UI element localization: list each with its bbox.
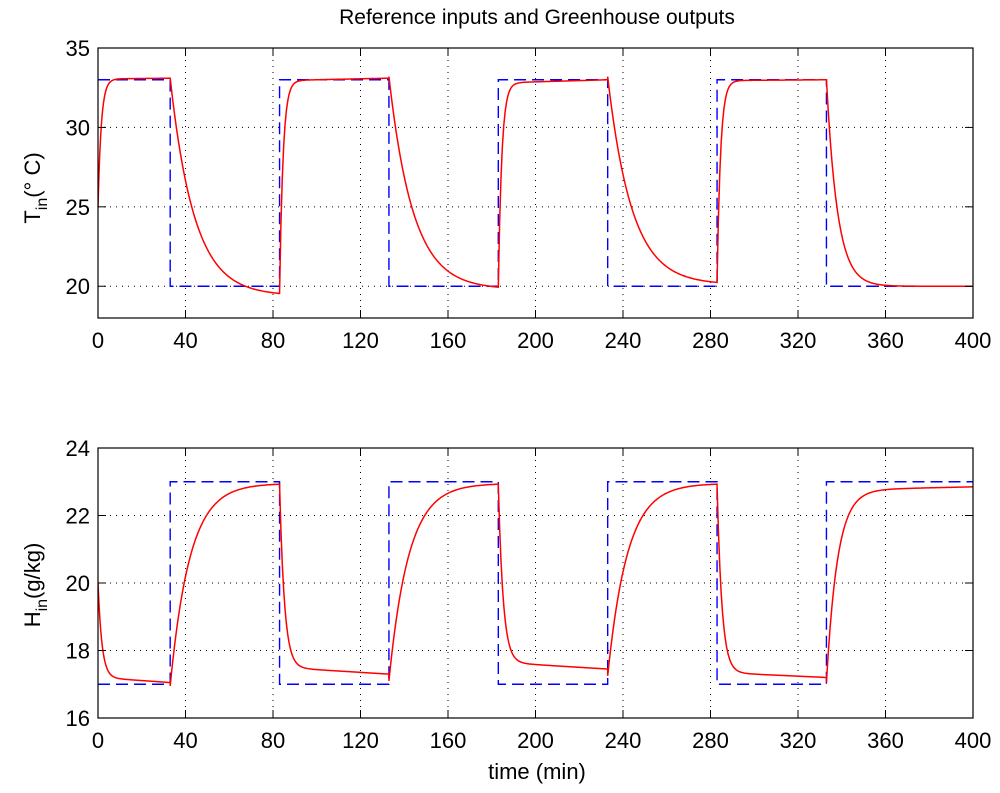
svg-text:Hin(g/kg): Hin(g/kg) <box>20 543 51 628</box>
y-tick-label: 16 <box>66 706 90 731</box>
x-tick-label: 360 <box>867 728 904 753</box>
chart-title: Reference inputs and Greenhouse outputs <box>339 6 735 29</box>
bottom-ylabel-rest: (g/kg) <box>20 543 45 599</box>
top-ylabel-main: T <box>20 210 45 223</box>
bottom-ylabel-main: H <box>20 611 45 627</box>
x-tick-label: 320 <box>780 728 817 753</box>
series-output <box>98 483 973 687</box>
y-tick-label: 24 <box>66 436 90 461</box>
y-tick-label: 20 <box>66 274 90 299</box>
x-tick-label: 120 <box>342 728 379 753</box>
y-tick-label: 22 <box>66 504 90 529</box>
x-tick-label: 160 <box>430 728 467 753</box>
x-tick-label: 80 <box>261 328 285 353</box>
x-tick-label: 200 <box>517 728 554 753</box>
x-tick-label: 160 <box>430 328 467 353</box>
x-tick-label: 400 <box>955 328 992 353</box>
top-ylabel-sub: in <box>34 198 51 210</box>
x-tick-label: 0 <box>92 328 104 353</box>
x-tick-label: 360 <box>867 328 904 353</box>
bottom-plot: 0 40 80 120 160 200 240 280 320 360 400 16 18 20 22 24 <box>66 436 992 753</box>
x-tick-label: 320 <box>780 328 817 353</box>
y-tick-label: 35 <box>66 36 90 61</box>
x-tick-label: 400 <box>955 728 992 753</box>
x-tick-label: 240 <box>605 728 642 753</box>
top-ylabel: Tin(° C) <box>20 152 51 223</box>
top-ylabel-rest: (° C) <box>20 152 45 197</box>
bottom-ylabel: Hin(g/kg) <box>20 543 51 628</box>
bottom-xlabel: time (min) <box>488 759 586 784</box>
bottom-ylabel-sub: in <box>34 599 51 611</box>
x-tick-label: 80 <box>261 728 285 753</box>
top-plot: 0 40 80 120 160 200 240 280 320 360 400 20 25 30 35 <box>66 36 992 353</box>
series-output <box>98 76 973 295</box>
x-tick-label: 40 <box>173 728 197 753</box>
x-tick-label: 280 <box>692 728 729 753</box>
x-tick-label: 40 <box>173 328 197 353</box>
y-tick-label: 30 <box>66 115 90 140</box>
series-reference <box>98 79 973 287</box>
y-tick-label: 25 <box>66 195 90 220</box>
y-tick-label: 18 <box>66 639 90 664</box>
x-tick-label: 200 <box>517 328 554 353</box>
svg-text:Tin(° C): Tin(° C) <box>20 152 51 223</box>
x-tick-label: 240 <box>605 328 642 353</box>
x-tick-label: 280 <box>692 328 729 353</box>
y-tick-label: 20 <box>66 571 90 596</box>
series-reference <box>98 481 973 685</box>
axes-box <box>97 447 974 719</box>
x-tick-label: 120 <box>342 328 379 353</box>
x-tick-label: 0 <box>92 728 104 753</box>
